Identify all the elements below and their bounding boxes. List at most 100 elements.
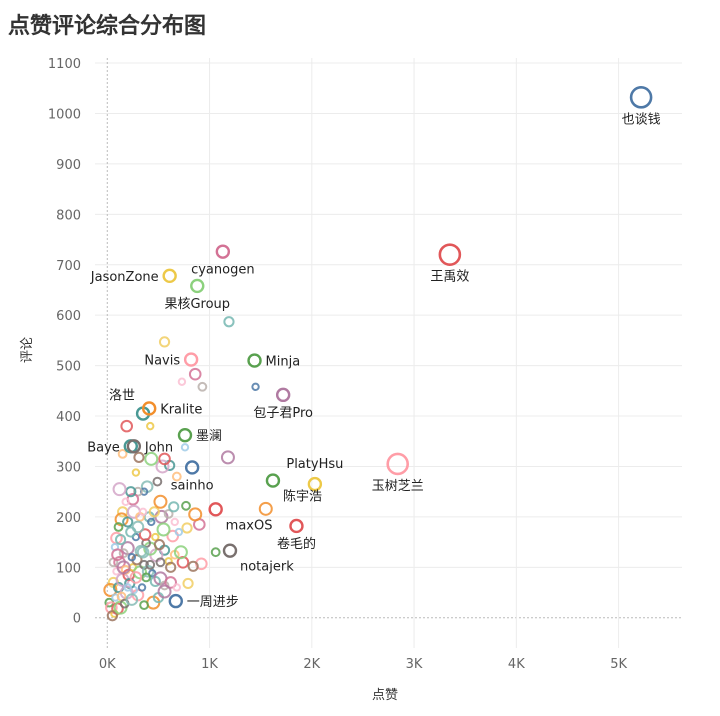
data-point-labeled — [162, 268, 177, 284]
chart-title: 点赞评论综合分布图 — [8, 14, 207, 39]
point-label: 墨澜 — [196, 429, 222, 444]
point-label: 陈宇浩 — [283, 489, 322, 505]
point-label: JasonZone — [90, 270, 159, 285]
data-point — [171, 471, 182, 482]
data-point-labeled — [307, 476, 323, 492]
data-point — [126, 504, 141, 519]
data-point — [152, 476, 163, 487]
y-tick-label: 900 — [56, 158, 81, 173]
data-point — [117, 448, 128, 459]
data-point — [197, 381, 208, 392]
data-point — [139, 600, 149, 611]
data-point-labeled — [177, 427, 193, 443]
data-point-labeled — [629, 86, 653, 109]
data-point-labeled — [126, 439, 142, 454]
point-label: sainho — [171, 478, 214, 493]
data-point — [188, 507, 203, 522]
data-point — [125, 486, 137, 498]
y-tick-label: 200 — [56, 511, 81, 526]
data-point — [127, 553, 137, 562]
data-point — [182, 577, 194, 590]
data-point — [138, 528, 152, 541]
y-axis-label: 评论 — [20, 337, 35, 363]
x-tick-label: 3K — [406, 657, 423, 672]
data-point-labeled — [215, 244, 231, 259]
data-point — [146, 421, 155, 431]
data-point — [148, 506, 160, 518]
y-tick-label: 700 — [56, 259, 81, 274]
data-point — [181, 500, 191, 511]
point-label: 王禹效 — [430, 270, 469, 285]
data-point — [177, 377, 187, 386]
point-label: Minja — [266, 355, 301, 370]
point-label: 包子君Pro — [253, 406, 313, 421]
data-point — [153, 539, 166, 551]
point-label: Baye — [87, 440, 120, 455]
data-point — [173, 545, 188, 560]
data-point — [168, 501, 180, 513]
y-tick-label: 600 — [56, 309, 81, 324]
data-point — [155, 459, 170, 474]
point-label: 卷毛的 — [277, 536, 316, 552]
data-point — [158, 336, 171, 348]
x-tick-label: 2K — [303, 657, 320, 672]
point-label: 洛世 — [109, 389, 135, 404]
data-point — [181, 522, 193, 534]
point-label: PlatyHsu — [286, 457, 343, 472]
data-point — [155, 557, 166, 568]
data-point — [116, 560, 131, 575]
data-point — [114, 533, 127, 546]
point-label: 果核Group — [164, 297, 230, 312]
x-tick-label: 4K — [508, 657, 525, 672]
y-tick-label: 100 — [56, 561, 81, 576]
data-point-labeled — [168, 593, 183, 609]
point-label: 玉树芝兰 — [372, 478, 424, 494]
data-point — [220, 450, 235, 465]
grid-layer — [95, 58, 682, 648]
data-point-labeled — [222, 543, 238, 558]
data-point — [122, 516, 134, 528]
data-point — [180, 443, 190, 452]
point-label: 也谈钱 — [622, 112, 661, 127]
data-point-labeled — [386, 452, 410, 476]
data-point — [164, 576, 177, 589]
data-point — [141, 572, 152, 583]
y-tick-label: 400 — [56, 410, 81, 425]
data-point — [163, 508, 174, 519]
data-point — [174, 527, 184, 537]
data-point — [164, 557, 173, 566]
y-tick-label: 500 — [56, 360, 81, 375]
data-point — [131, 520, 145, 534]
data-point — [170, 517, 179, 527]
point-label: notajerk — [240, 560, 294, 575]
data-point-labeled — [438, 243, 462, 266]
y-tick-label: 1000 — [48, 107, 81, 122]
x-tick-label: 5K — [610, 657, 627, 672]
y-tick-label: 300 — [56, 460, 81, 475]
data-point — [156, 522, 171, 537]
data-point — [103, 583, 118, 598]
data-point — [188, 367, 202, 381]
data-point — [137, 583, 147, 592]
data-point — [138, 507, 148, 517]
data-point — [136, 545, 150, 559]
data-point — [210, 547, 221, 558]
data-point — [258, 501, 273, 516]
data-point — [133, 451, 145, 463]
y-tick-label: 0 — [73, 612, 81, 627]
x-tick-label: 0K — [99, 657, 116, 672]
data-point — [172, 583, 182, 592]
y-tick-label: 1100 — [48, 57, 81, 72]
data-point-labeled — [184, 460, 200, 475]
points-layer — [103, 86, 653, 622]
data-point — [125, 593, 139, 606]
data-point — [187, 560, 199, 572]
data-point — [157, 584, 172, 599]
y-tick-label: 800 — [56, 208, 81, 223]
data-point — [131, 468, 141, 477]
data-point — [123, 583, 132, 592]
data-point — [120, 419, 134, 433]
data-point — [111, 548, 124, 562]
